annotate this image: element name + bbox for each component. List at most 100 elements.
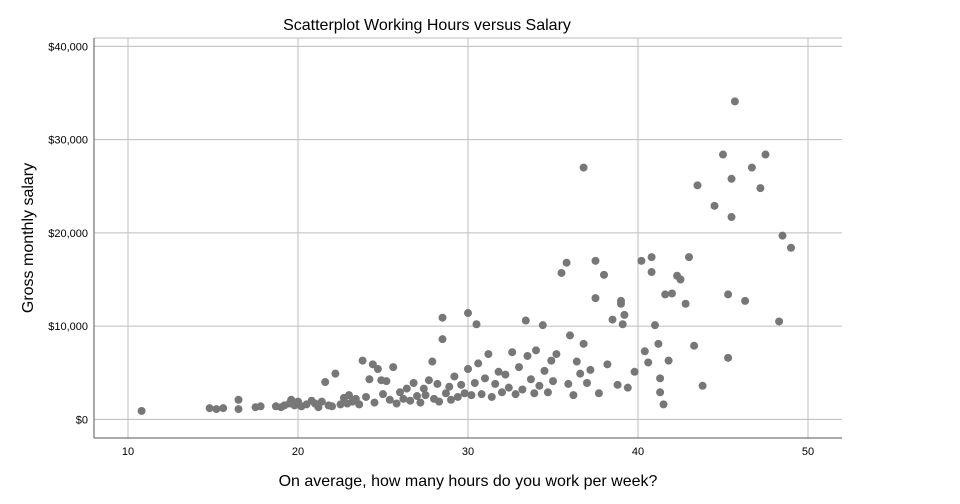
x-tick-label: 40 xyxy=(632,446,644,458)
data-point xyxy=(608,315,617,324)
data-point xyxy=(690,341,699,350)
data-point xyxy=(617,299,625,308)
data-point xyxy=(487,392,496,401)
y-tick-label: $30,000 xyxy=(48,135,88,147)
data-point xyxy=(413,392,421,401)
data-point xyxy=(532,346,540,355)
data-point xyxy=(547,356,556,365)
data-point xyxy=(373,365,382,374)
data-point xyxy=(409,378,418,387)
data-point xyxy=(618,320,627,329)
data-point xyxy=(441,389,450,398)
data-point xyxy=(234,395,243,404)
y-tick-label: $0 xyxy=(76,414,88,426)
data-point xyxy=(647,268,656,277)
data-point xyxy=(778,231,787,240)
data-point xyxy=(640,347,649,356)
data-point xyxy=(681,299,690,308)
data-point xyxy=(693,181,702,190)
data-point xyxy=(747,163,756,172)
x-tick-label: 10 xyxy=(122,446,134,458)
data-point xyxy=(219,404,228,413)
data-point xyxy=(317,397,326,406)
data-point xyxy=(435,397,444,406)
data-point xyxy=(543,388,552,397)
data-point xyxy=(234,405,243,414)
data-point xyxy=(472,320,481,329)
data-point xyxy=(591,256,600,265)
data-point xyxy=(355,400,364,409)
data-point xyxy=(331,369,340,378)
data-point xyxy=(569,391,578,400)
data-point xyxy=(540,366,549,375)
data-point xyxy=(630,367,639,376)
data-point xyxy=(523,351,532,360)
data-point xyxy=(661,290,670,299)
data-point xyxy=(511,390,520,399)
data-point xyxy=(406,396,415,405)
data-point xyxy=(256,402,265,411)
data-point xyxy=(321,378,330,387)
x-tick-label: 30 xyxy=(462,446,474,458)
data-point xyxy=(419,384,428,393)
data-point xyxy=(370,398,379,407)
data-point xyxy=(389,363,398,372)
data-point xyxy=(450,372,459,381)
data-point xyxy=(368,360,377,369)
data-point xyxy=(564,379,573,388)
data-point xyxy=(724,290,733,299)
data-point xyxy=(438,335,447,344)
data-point xyxy=(474,359,483,368)
data-point xyxy=(470,378,479,387)
data-point xyxy=(586,365,595,374)
data-point xyxy=(761,150,770,159)
data-point xyxy=(345,391,353,400)
y-tick-labels: $0 $10,000 $20,000 $30,000 $40,000 xyxy=(48,41,88,426)
data-point xyxy=(647,253,656,262)
data-point xyxy=(623,383,632,392)
data-point xyxy=(399,394,408,403)
data-point xyxy=(508,348,517,357)
data-point xyxy=(467,391,476,400)
y-tick-label: $40,000 xyxy=(48,41,88,53)
data-point xyxy=(498,388,506,397)
data-point xyxy=(552,350,561,359)
data-point xyxy=(549,377,557,386)
data-point xyxy=(719,150,727,159)
data-point xyxy=(591,294,600,303)
data-point xyxy=(358,356,367,365)
data-point xyxy=(756,184,765,193)
data-point xyxy=(385,395,394,404)
data-point xyxy=(336,400,345,409)
data-point xyxy=(421,391,430,400)
axes xyxy=(93,38,842,439)
data-point xyxy=(477,390,486,399)
data-point xyxy=(518,385,527,394)
data-point xyxy=(603,360,612,369)
data-point xyxy=(494,367,503,376)
data-point xyxy=(576,369,585,378)
data-point xyxy=(637,256,646,265)
data-point xyxy=(447,395,455,404)
chart-title: Scatterplot Working Hours versus Salary xyxy=(283,17,571,34)
data-point xyxy=(392,399,401,408)
data-point xyxy=(644,358,653,367)
data-point xyxy=(530,389,539,398)
data-point xyxy=(651,321,659,330)
data-point xyxy=(137,406,146,415)
data-point xyxy=(464,365,472,374)
data-point xyxy=(396,388,404,397)
data-point xyxy=(579,163,588,172)
data-point xyxy=(620,310,629,319)
grid-lines xyxy=(94,37,842,438)
data-point xyxy=(787,243,795,252)
data-point xyxy=(457,380,466,389)
data-point xyxy=(433,379,442,388)
data-point xyxy=(600,270,608,279)
data-point xyxy=(562,258,571,267)
data-point xyxy=(724,353,733,362)
data-point xyxy=(710,201,719,210)
data-point xyxy=(379,390,387,399)
data-point xyxy=(654,339,663,348)
